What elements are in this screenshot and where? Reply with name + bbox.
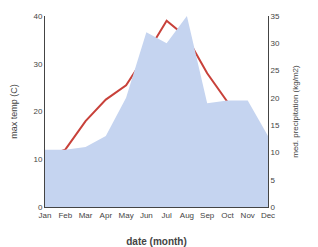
svg-text:Apr: Apr bbox=[100, 211, 113, 220]
svg-text:Nov: Nov bbox=[241, 211, 255, 220]
svg-text:30: 30 bbox=[33, 60, 42, 69]
svg-text:Jun: Jun bbox=[140, 211, 153, 220]
svg-text:35: 35 bbox=[271, 12, 280, 21]
svg-text:25: 25 bbox=[271, 66, 280, 75]
svg-text:0: 0 bbox=[271, 203, 276, 212]
svg-text:20: 20 bbox=[33, 107, 42, 116]
svg-text:Feb: Feb bbox=[58, 211, 72, 220]
svg-text:0: 0 bbox=[38, 203, 43, 212]
svg-text:10: 10 bbox=[271, 148, 280, 157]
svg-text:40: 40 bbox=[33, 12, 42, 21]
svg-text:Jan: Jan bbox=[39, 211, 52, 220]
svg-text:20: 20 bbox=[271, 94, 280, 103]
svg-text:Aug: Aug bbox=[180, 211, 194, 220]
svg-text:Dec: Dec bbox=[261, 211, 275, 220]
svg-text:Mar: Mar bbox=[79, 211, 93, 220]
svg-text:5: 5 bbox=[271, 176, 276, 185]
svg-text:Oct: Oct bbox=[221, 211, 234, 220]
svg-text:May: May bbox=[119, 211, 134, 220]
svg-text:10: 10 bbox=[33, 155, 42, 164]
svg-text:med. precipitation (kg/m2): med. precipitation (kg/m2) bbox=[291, 65, 300, 158]
svg-text:max temp (C): max temp (C) bbox=[9, 84, 19, 139]
svg-text:Jul: Jul bbox=[162, 211, 172, 220]
svg-text:Sep: Sep bbox=[200, 211, 215, 220]
svg-text:30: 30 bbox=[271, 39, 280, 48]
svg-text:date (month): date (month) bbox=[126, 236, 187, 247]
svg-text:15: 15 bbox=[271, 121, 280, 130]
